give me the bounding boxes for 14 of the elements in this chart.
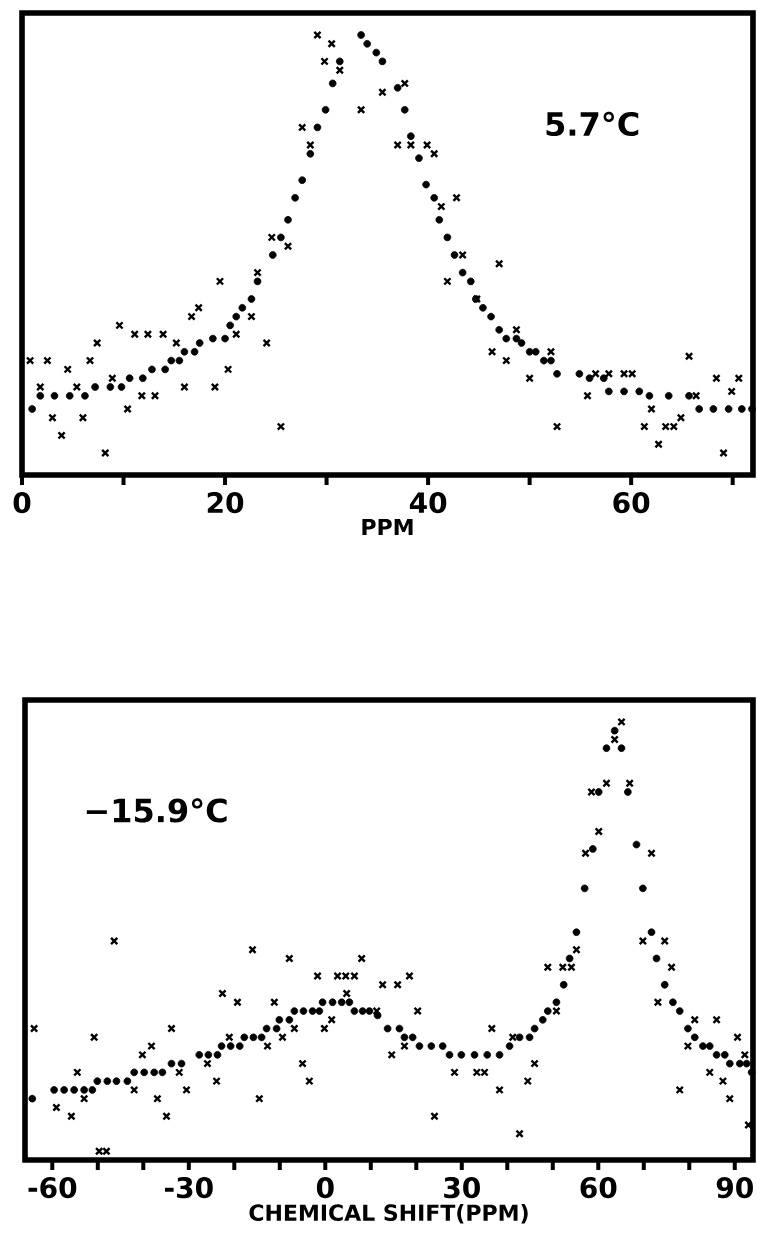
x-tick-label: 40	[409, 492, 447, 514]
x-axis-title: PPM	[362, 518, 413, 535]
x-tick-label: 20	[207, 492, 244, 514]
x-tick-label: -30	[165, 1177, 213, 1199]
x-tick-label: 90	[716, 1177, 753, 1199]
x-tick-label: 30	[444, 1177, 480, 1199]
x-tick-label: 0	[316, 1177, 334, 1199]
x-tick-label: 60	[580, 1177, 617, 1199]
x-tick-label: 0	[13, 492, 31, 514]
x-tick-label: 60	[613, 492, 650, 514]
x-axis-title: CHEMICAL SHIFT(PPM)	[249, 1203, 528, 1224]
x-tick-label: -60	[28, 1177, 77, 1199]
annotation: 5.7°C	[546, 111, 639, 137]
annotation: −15.9°C	[86, 798, 227, 823]
